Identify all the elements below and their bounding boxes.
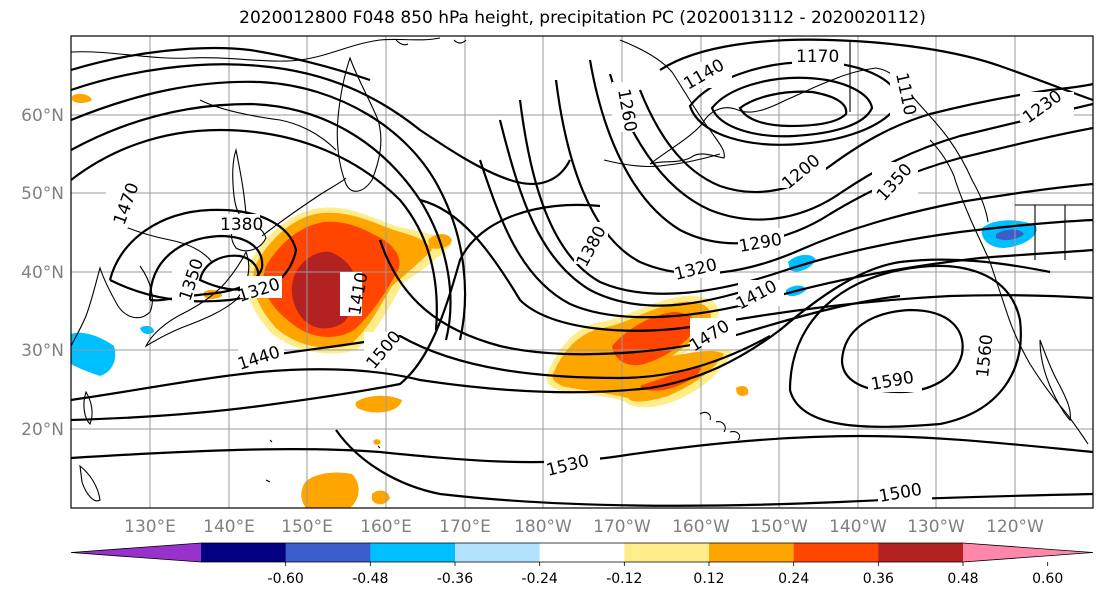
- colorbar-segment: [201, 543, 287, 562]
- colorbar-tick-label: 0.60: [1032, 571, 1063, 587]
- coast-us-border: [849, 40, 1093, 260]
- lon-axis: 130°E 140°E 150°E 160°E 170°E 180°W 170°…: [124, 517, 1044, 537]
- contour-1440-west: [71, 102, 452, 341]
- contour-1320-west: [198, 254, 260, 291]
- contour-1470: [71, 258, 1051, 402]
- colorbar-segment: [539, 543, 625, 562]
- coast-islands: [265, 39, 467, 483]
- contour-1500-south: [335, 429, 1093, 507]
- contour-1230: [608, 73, 1093, 221]
- colorbar-tick-label: 0.48: [947, 571, 978, 587]
- contour-label: 1170: [796, 47, 839, 67]
- contour-label-layer: 1380 1470 1350 1320 1410 1440 1500 1380 …: [106, 44, 1074, 507]
- coast-aleutians: [603, 153, 721, 168]
- colorbar-tick-label: -0.60: [268, 571, 304, 587]
- contour-1260: [588, 59, 1093, 245]
- contour-1320: [518, 99, 1093, 295]
- contour-1470-west: [71, 80, 467, 341]
- colorbar-segment: [370, 543, 456, 562]
- precip-cell-a: [355, 395, 402, 413]
- colorbar-tick-label: -0.12: [606, 571, 642, 587]
- lat-label: 20°N: [21, 420, 64, 440]
- precip-cell-b: [301, 472, 359, 508]
- map-plot-area: [71, 36, 1093, 508]
- colorbar-tick-label: -0.36: [437, 571, 473, 587]
- colorbar-segment: [285, 543, 371, 562]
- lon-label: 150°W: [750, 517, 808, 537]
- lat-axis: 60°N 50°N 40°N 30°N 20°N: [21, 106, 64, 440]
- colorbar-tick-label: -0.48: [352, 571, 388, 587]
- contour-1560: [788, 264, 1022, 428]
- contour-label: 1380: [220, 215, 263, 235]
- coastlines: [71, 37, 1093, 502]
- colorbar-extend-low: [71, 543, 201, 562]
- coast-sakhalin: [232, 147, 247, 218]
- lon-label: 170°W: [593, 517, 651, 537]
- coast-korea-china: [71, 265, 153, 347]
- contour-label: 1560: [973, 333, 997, 378]
- colorbar-tick-label: -0.24: [522, 571, 558, 587]
- coast-hawaii: [699, 411, 741, 441]
- coast-kamchatka: [336, 56, 382, 192]
- precip-central-red-b: [640, 366, 701, 391]
- lat-label: 40°N: [21, 263, 64, 283]
- contour-1320-mid: [498, 119, 761, 307]
- precip-neg-west: [71, 332, 116, 376]
- precip-cell-f: [373, 439, 381, 445]
- lat-label: 50°N: [21, 184, 64, 204]
- lat-label: 60°N: [21, 106, 64, 126]
- coast-philippines: [79, 464, 101, 502]
- contour-1170: [659, 38, 1093, 102]
- plot-frame: [70, 35, 1094, 509]
- colorbar-segment: [624, 543, 710, 562]
- precip-neg-west-b: [140, 325, 154, 335]
- lon-label: 160°E: [360, 517, 412, 537]
- contour-1140-inner: [710, 76, 874, 138]
- lon-label: 160°W: [672, 517, 730, 537]
- colorbar-tick-label: 0.36: [863, 571, 894, 587]
- contour-1410: [378, 239, 901, 356]
- coast-okhotsk: [199, 99, 337, 151]
- contour-1410-west: [71, 128, 438, 331]
- lon-label: 130°E: [124, 517, 176, 537]
- contour-upper-a: [71, 63, 571, 185]
- coast-asia-north: [71, 37, 441, 62]
- contour-1200: [638, 82, 1093, 194]
- contour-1530: [71, 434, 1093, 464]
- colorbar-segment: [878, 543, 964, 562]
- lon-label: 170°E: [439, 517, 491, 537]
- contour-upper-b: [71, 46, 371, 82]
- lon-label: 140°E: [203, 517, 255, 537]
- precip-neg-eastern-core: [996, 229, 1024, 241]
- lon-label: 140°W: [829, 517, 887, 537]
- coast-taiwan: [83, 390, 93, 425]
- colorbar: -0.60 -0.48 -0.36 -0.24 -0.12 0.12 0.24 0.36 0.4…: [70, 542, 1094, 587]
- contour-label: 1140: [681, 55, 728, 94]
- contour-1110-inner2: [738, 90, 848, 128]
- coast-alaska: [619, 39, 989, 223]
- precip-cell-d: [736, 386, 749, 396]
- contour-1500-north: [71, 203, 601, 422]
- lon-label: 150°E: [281, 517, 333, 537]
- map-title: 2020012800 F048 850 hPa height, precipit…: [239, 8, 926, 28]
- colorbar-tick-label: 0.24: [778, 571, 809, 587]
- coast-bc: [929, 139, 1089, 445]
- contour-1290: [554, 79, 1093, 275]
- lat-label: 30°N: [21, 341, 64, 361]
- lon-label: 120°W: [986, 517, 1044, 537]
- colorbar-segment: [455, 543, 541, 562]
- lon-label: 130°W: [907, 517, 965, 537]
- colorbar-outline: [70, 542, 1094, 563]
- precip-cell-c: [372, 490, 390, 505]
- contour-1440: [239, 334, 771, 380]
- colorbar-segment: [793, 543, 879, 562]
- precip-cell-e: [72, 93, 92, 103]
- graticule: [71, 36, 1093, 508]
- colorbar-tick-label: 0.12: [693, 571, 724, 587]
- coast-baja: [1039, 339, 1071, 422]
- colorbar-extend-high: [963, 543, 1093, 562]
- lon-label: 180°W: [514, 517, 572, 537]
- colorbar-segment: [709, 543, 795, 562]
